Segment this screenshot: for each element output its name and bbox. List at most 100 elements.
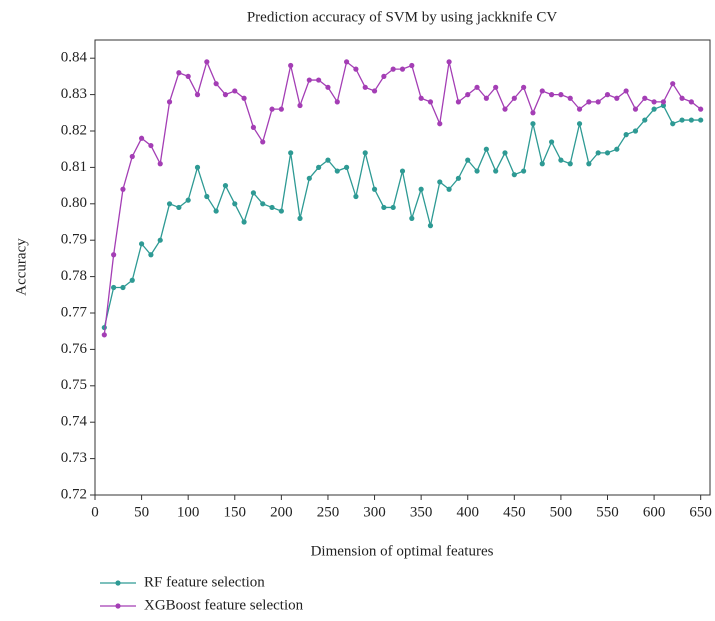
point bbox=[427, 223, 434, 229]
point bbox=[362, 150, 368, 156]
point bbox=[343, 59, 350, 65]
point bbox=[576, 121, 583, 127]
point bbox=[306, 77, 312, 83]
point bbox=[632, 128, 639, 134]
y-tick-label: 0.84 bbox=[61, 50, 88, 66]
legend-label: XGBoost feature selection bbox=[144, 597, 304, 613]
legend-marker bbox=[115, 603, 121, 609]
plot-frame bbox=[94, 39, 711, 496]
point bbox=[390, 66, 396, 72]
series-line bbox=[103, 104, 701, 328]
point bbox=[297, 215, 303, 221]
point bbox=[232, 201, 238, 207]
point bbox=[446, 59, 452, 65]
point bbox=[250, 124, 257, 130]
y-tick-label: 0.75 bbox=[61, 377, 87, 393]
x-tick-label: 100 bbox=[177, 504, 200, 520]
point bbox=[567, 161, 573, 167]
point bbox=[539, 161, 545, 167]
y-tick-label: 0.80 bbox=[61, 195, 87, 211]
point bbox=[558, 92, 564, 98]
point bbox=[455, 99, 462, 105]
point bbox=[194, 164, 201, 170]
x-tick-label: 300 bbox=[363, 504, 386, 520]
point bbox=[427, 99, 434, 105]
point bbox=[465, 157, 471, 163]
x-tick-label: 650 bbox=[689, 504, 712, 520]
point bbox=[595, 99, 601, 105]
point bbox=[111, 284, 117, 291]
point bbox=[688, 99, 694, 105]
point bbox=[399, 168, 406, 174]
point bbox=[418, 186, 424, 192]
y-axis-label: Accuracy bbox=[13, 238, 29, 296]
point bbox=[269, 106, 275, 112]
point bbox=[465, 92, 471, 98]
point bbox=[670, 121, 676, 127]
point bbox=[390, 204, 396, 211]
point bbox=[614, 95, 620, 101]
point bbox=[483, 146, 489, 152]
point bbox=[157, 161, 163, 167]
x-tick-label: 500 bbox=[550, 504, 573, 520]
point bbox=[213, 208, 219, 214]
point bbox=[455, 175, 462, 181]
y-tick-label: 0.79 bbox=[61, 232, 87, 248]
point bbox=[698, 117, 704, 123]
x-tick-label: 200 bbox=[270, 504, 293, 520]
x-tick-label: 450 bbox=[503, 504, 526, 520]
point bbox=[614, 146, 620, 152]
point bbox=[548, 139, 555, 145]
point bbox=[502, 150, 508, 156]
point bbox=[437, 179, 443, 185]
point bbox=[660, 102, 667, 109]
point bbox=[166, 201, 173, 207]
point bbox=[530, 110, 536, 116]
point bbox=[129, 153, 135, 160]
point bbox=[138, 135, 145, 141]
y-tick-label: 0.81 bbox=[61, 159, 87, 175]
x-axis-label: Dimension of optimal features bbox=[311, 543, 494, 559]
point bbox=[157, 237, 163, 243]
point bbox=[651, 106, 657, 112]
x-tick-label: 50 bbox=[134, 504, 149, 520]
y-tick-label: 0.76 bbox=[61, 341, 88, 357]
point bbox=[204, 193, 210, 200]
x-tick-label: 150 bbox=[224, 504, 247, 520]
point bbox=[409, 62, 415, 69]
y-tick-label: 0.77 bbox=[61, 304, 88, 320]
chart-title: Prediction accuracy of SVM by using jack… bbox=[247, 9, 558, 25]
x-tick-label: 600 bbox=[643, 504, 666, 520]
point bbox=[521, 84, 527, 90]
point bbox=[474, 84, 480, 90]
point bbox=[502, 106, 508, 112]
point bbox=[511, 172, 517, 178]
point bbox=[548, 92, 555, 98]
point bbox=[101, 332, 107, 338]
x-tick-label: 0 bbox=[91, 504, 99, 520]
point bbox=[586, 99, 592, 105]
point bbox=[362, 84, 368, 90]
point bbox=[381, 204, 387, 211]
point bbox=[334, 99, 340, 105]
point bbox=[278, 106, 284, 112]
point bbox=[576, 106, 583, 112]
point bbox=[204, 59, 210, 65]
point bbox=[642, 117, 648, 123]
point bbox=[241, 219, 247, 225]
point bbox=[269, 204, 275, 211]
x-tick-label: 250 bbox=[317, 504, 340, 520]
point bbox=[166, 99, 173, 105]
y-tick-label: 0.82 bbox=[61, 122, 87, 138]
point bbox=[399, 66, 406, 72]
point bbox=[530, 121, 536, 127]
point bbox=[325, 157, 331, 163]
point bbox=[660, 99, 667, 105]
point bbox=[623, 88, 629, 94]
point bbox=[120, 186, 126, 192]
legend-label: RF feature selection bbox=[144, 574, 265, 590]
point bbox=[232, 88, 238, 94]
point bbox=[604, 150, 611, 156]
point bbox=[353, 193, 359, 200]
y-tick-label: 0.78 bbox=[61, 268, 87, 284]
